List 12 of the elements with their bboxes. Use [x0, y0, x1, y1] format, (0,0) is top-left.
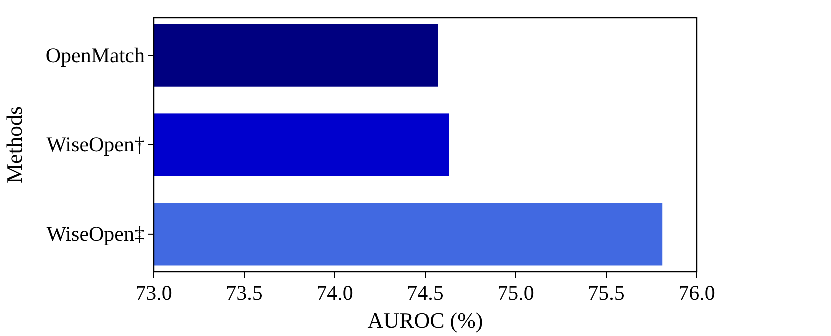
y-tick-label: WiseOpen‡	[46, 222, 145, 246]
y-axis-title: Methods	[2, 106, 27, 184]
x-tick-label: 74.0	[316, 280, 354, 305]
y-tick-label: WiseOpen†	[46, 132, 145, 157]
x-tick-label: 74.5	[407, 280, 444, 305]
x-tick-label: 76.0	[678, 280, 716, 305]
x-tick-label: 73.0	[136, 280, 172, 305]
y-tick-label: OpenMatch	[46, 43, 146, 68]
x-tick-label: 75.0	[498, 280, 534, 305]
x-axis-title: AUROC (%)	[368, 308, 484, 333]
x-tick-label: 75.5	[588, 280, 625, 305]
x-tick-label: 73.5	[226, 280, 263, 305]
